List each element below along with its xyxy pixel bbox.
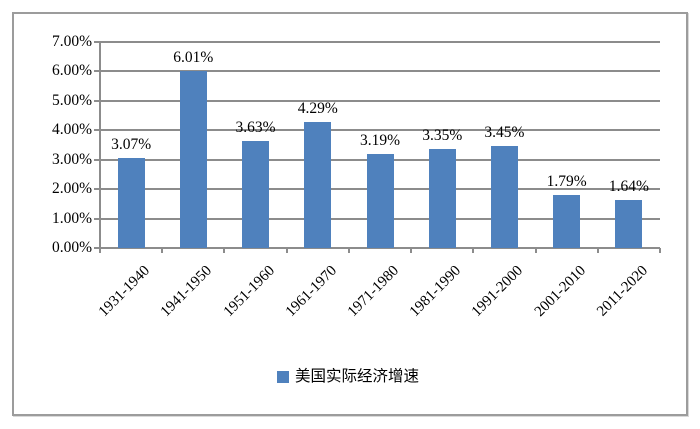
bar <box>366 154 394 248</box>
bar-data-label: 3.19% <box>359 132 401 150</box>
gridline <box>100 70 660 73</box>
gridline <box>100 41 660 43</box>
x-axis-tick <box>659 248 661 253</box>
y-axis-tick-label: 7.00% <box>51 33 92 50</box>
y-axis-tick-label: 0.00% <box>51 239 92 256</box>
gridline <box>100 99 660 102</box>
legend: 美国实际经济增速 <box>12 368 684 386</box>
bar-data-label: 3.45% <box>484 124 525 142</box>
bar-data-label: 3.63% <box>235 119 276 137</box>
y-axis-tick-label: 2.00% <box>51 180 92 198</box>
bar <box>615 199 643 248</box>
plot-area: 3.07% 6.01% 3.63% 4.29% 3.19% 3.35% 3.45% 1.79%… <box>94 41 661 253</box>
x-axis-line <box>100 247 660 249</box>
y-axis-tick <box>94 188 100 191</box>
x-axis-tick <box>285 248 288 253</box>
y-axis-tick <box>94 158 100 161</box>
y-axis-labels: 0.00% 1.00% 2.00% 3.00% 4.00% 5.00% 6.00% 7.00% <box>8 33 92 256</box>
y-axis-tick <box>94 129 100 132</box>
bar <box>304 121 332 248</box>
y-axis-tick <box>94 99 100 102</box>
y-axis-tick <box>94 217 100 220</box>
bar-data-label: 6.01% <box>173 49 214 67</box>
y-axis-tick-label: 1.00% <box>51 209 92 227</box>
x-axis-tick <box>534 248 537 253</box>
y-axis-tick-label: 3.00% <box>51 150 92 168</box>
bar-data-label: 3.07% <box>111 135 152 153</box>
bar-data-label: 1.64% <box>608 177 649 195</box>
x-axis-tick <box>596 248 599 253</box>
bar <box>428 149 456 248</box>
x-axis-tick <box>223 248 226 253</box>
y-axis-tick <box>94 41 100 43</box>
x-axis-tick <box>99 248 101 253</box>
x-axis-tick <box>161 248 164 253</box>
y-axis-tick-label: 4.00% <box>51 121 92 139</box>
legend-label: 美国实际经济增速 <box>294 368 419 385</box>
x-axis-tick <box>472 248 475 253</box>
bar <box>490 146 518 248</box>
y-axis-tick-label: 5.00% <box>51 91 92 109</box>
y-axis-line <box>99 42 101 253</box>
y-axis-tick-label: 6.00% <box>51 62 92 80</box>
y-axis-tick <box>94 70 100 73</box>
gridline <box>100 129 660 132</box>
bar <box>179 71 207 248</box>
bar-data-label: 1.79% <box>546 173 587 191</box>
x-axis-tick <box>347 248 350 253</box>
bar-data-label: 4.29% <box>297 99 338 117</box>
y-axis-tick <box>94 247 100 249</box>
bar <box>117 157 145 248</box>
bar <box>553 195 581 248</box>
bar-data-label: 3.35% <box>422 127 463 145</box>
x-axis-tick <box>410 248 413 253</box>
legend-swatch-icon <box>276 371 289 383</box>
bar <box>242 141 270 248</box>
